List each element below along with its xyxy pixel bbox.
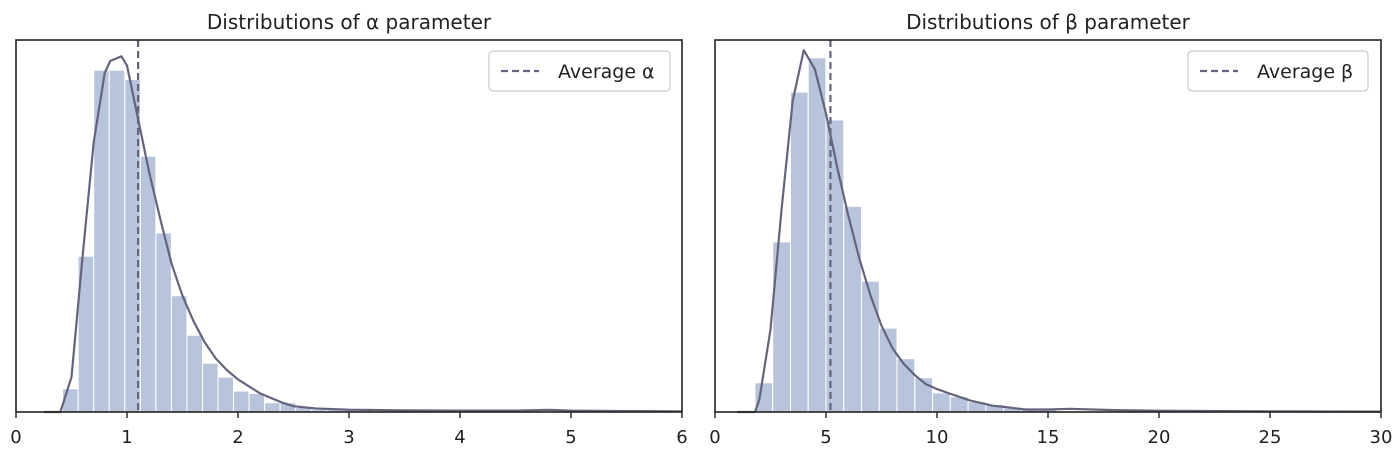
histogram-bar: [807, 57, 827, 413]
x-tick-label: 0: [709, 427, 720, 448]
x-tick-label: 4: [454, 427, 465, 448]
x-tick-label: 20: [1148, 427, 1171, 448]
kde-curve: [737, 49, 1382, 414]
histogram-bars: [754, 57, 1058, 413]
histogram-bar: [264, 402, 281, 413]
histogram-bar: [186, 334, 203, 413]
x-tick-label: 1: [121, 427, 132, 448]
chart-panel-1: 0 1 2 3 4 5 6 Distributions of α parameter Avera…: [10, 10, 687, 448]
x-tick-label: 0: [10, 427, 21, 448]
legend: Average β: [1187, 50, 1369, 92]
histogram-bar: [233, 390, 250, 413]
legend-label: Average α: [558, 61, 655, 83]
histogram-bar: [155, 232, 172, 413]
histogram-bar: [217, 376, 235, 413]
legend-label: Average β: [1257, 61, 1353, 83]
histogram-bar: [843, 205, 863, 413]
chart-panel-2: 0 5 10 15 20 25 30 Distributions of β parameter…: [709, 10, 1392, 448]
histogram-bar: [932, 392, 951, 413]
legend: Average α: [488, 50, 671, 92]
kde-curve: [43, 55, 683, 414]
histogram-bar: [789, 91, 809, 413]
histogram-bar: [825, 119, 845, 413]
x-tick-label: 25: [1259, 427, 1282, 448]
histogram-bar: [201, 362, 219, 413]
x-tick-label: 10: [926, 427, 949, 448]
x-tick-label: 5: [565, 427, 576, 448]
x-axis: 0 5 10 15 20 25 30: [709, 412, 1392, 448]
histogram-bar: [861, 280, 880, 413]
legend-box: [1187, 50, 1369, 92]
x-tick-label: 2: [232, 427, 243, 448]
histogram-bars: [62, 69, 374, 413]
x-axis: 0 1 2 3 4 5 6: [10, 412, 688, 448]
x-tick-label: 6: [676, 427, 687, 448]
histogram-bar: [248, 392, 266, 413]
x-tick-label: 5: [820, 427, 831, 448]
histogram-bar: [170, 295, 188, 413]
x-tick-label: 30: [1370, 427, 1393, 448]
histogram-bar: [108, 69, 126, 413]
chart-title: Distributions of α parameter: [207, 10, 492, 34]
x-tick-label: 3: [343, 427, 354, 448]
legend-box: [488, 50, 671, 92]
x-tick-label: 15: [1037, 427, 1060, 448]
chart-title: Distributions of β parameter: [906, 10, 1191, 34]
